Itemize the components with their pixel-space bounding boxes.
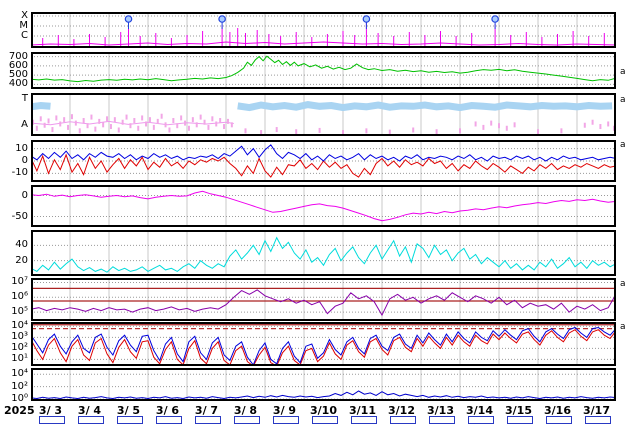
day-box[interactable] <box>194 416 221 424</box>
y-tick-label: 10⁴ <box>11 368 28 380</box>
y-tick-label: 10⁶ <box>11 291 28 303</box>
day-box[interactable] <box>545 416 572 424</box>
day-box[interactable] <box>116 416 143 424</box>
panel-solar-wind-speed <box>31 52 616 89</box>
y-tick-label: -50 <box>11 210 28 222</box>
date-label: 3/13 <box>427 404 454 417</box>
y-tick-label: 400 <box>8 78 28 90</box>
date-label: 3/14 <box>466 404 493 417</box>
series-proton <box>31 289 616 317</box>
day-box[interactable] <box>389 416 416 424</box>
date-label: 3/ 8 <box>233 404 258 417</box>
event-marker-icon <box>124 15 133 23</box>
date-label: 3/ 9 <box>272 404 297 417</box>
right-axis-label: a <box>620 95 626 105</box>
panel-low-channel <box>31 368 616 401</box>
y-tick-label: 10⁴ <box>11 320 28 332</box>
day-box[interactable] <box>311 416 338 424</box>
series-electron-blue <box>31 326 616 366</box>
date-label: 3/10 <box>310 404 337 417</box>
series-t-band-left <box>31 101 51 111</box>
day-box[interactable] <box>77 416 104 424</box>
series-speed <box>31 55 616 83</box>
y-tick-label: A <box>21 118 28 130</box>
series-dst <box>31 190 616 222</box>
day-box[interactable] <box>155 416 182 424</box>
panel-border <box>31 140 616 182</box>
year-label: 2025 <box>4 404 35 417</box>
date-label: 3/ 5 <box>116 404 141 417</box>
y-tick-label: -10 <box>11 167 28 179</box>
date-label: 3/ 6 <box>155 404 180 417</box>
day-box[interactable] <box>428 416 455 424</box>
series-electron-red <box>31 329 616 366</box>
date-label: 3/11 <box>349 404 376 417</box>
panel-xray-flux <box>31 12 616 48</box>
date-label: 3/15 <box>505 404 532 417</box>
right-axis-label: a <box>620 140 626 150</box>
y-tick-label: 600 <box>8 59 28 71</box>
panel-border <box>31 322 616 366</box>
y-tick-label: 0 <box>21 189 28 201</box>
day-box[interactable] <box>506 416 533 424</box>
y-tick-label: 0 <box>21 155 28 166</box>
panel-proton-flux <box>31 278 616 321</box>
panel-border <box>31 12 616 48</box>
y-tick-label: 10⁰ <box>11 393 28 405</box>
panel-border <box>31 368 616 401</box>
series-component-blue <box>31 144 616 162</box>
date-label: 3/16 <box>544 404 571 417</box>
series-low-flux <box>31 390 616 400</box>
y-tick-label: T <box>21 93 28 105</box>
panel-border <box>31 93 616 136</box>
y-tick-label: M <box>19 20 28 31</box>
day-box[interactable] <box>272 416 299 424</box>
series-t-band <box>237 101 613 112</box>
y-tick-label: 40 <box>15 239 28 251</box>
event-marker-icon <box>362 15 371 23</box>
date-label: 3/ 4 <box>77 404 102 417</box>
date-label: 3/17 <box>583 404 610 417</box>
event-marker-icon <box>491 15 499 23</box>
panel-electron-flux <box>31 322 616 366</box>
y-tick-label: 500 <box>8 69 28 81</box>
event-marker-icon <box>218 15 226 23</box>
day-box[interactable] <box>467 416 494 424</box>
panel-border <box>31 230 616 276</box>
y-tick-label: 10¹ <box>11 353 28 365</box>
series-density <box>31 236 616 273</box>
series-xray-background <box>31 41 616 46</box>
y-tick-label: X <box>21 10 28 21</box>
y-tick-label: 10² <box>11 380 28 392</box>
day-box[interactable] <box>584 416 611 424</box>
date-label: 3/12 <box>388 404 415 417</box>
day-box[interactable] <box>38 416 65 424</box>
series-a-trend <box>31 120 234 126</box>
y-tick-label: 10² <box>11 342 28 354</box>
date-label: 3/ 3 <box>38 404 63 417</box>
right-axis-label: a <box>620 67 626 77</box>
panel-dst-index <box>31 185 616 227</box>
right-axis-label: a <box>620 279 626 289</box>
date-label: 3/ 7 <box>194 404 219 417</box>
y-tick-label: 10⁷ <box>11 276 28 288</box>
y-tick-label: 700 <box>8 50 28 62</box>
y-tick-label: 20 <box>15 254 28 266</box>
day-box[interactable] <box>233 416 260 424</box>
y-tick-label: 10 <box>15 142 28 154</box>
panel-border <box>31 52 616 89</box>
panel-border <box>31 278 616 321</box>
right-axis-label: a <box>620 322 626 332</box>
y-tick-label: C <box>21 30 28 41</box>
y-tick-label: 10³ <box>11 331 28 343</box>
panel-magnetic-field <box>31 140 616 182</box>
panel-border <box>31 185 616 227</box>
y-tick-label: 10⁵ <box>11 306 28 318</box>
day-box[interactable] <box>350 416 377 424</box>
panel-density <box>31 230 616 276</box>
panel-t-a-panel <box>31 93 616 136</box>
